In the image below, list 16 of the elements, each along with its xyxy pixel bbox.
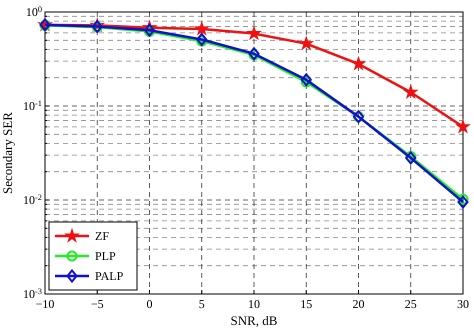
x-tick-label: 20	[352, 297, 364, 311]
legend-label: ZF	[95, 229, 110, 243]
x-tick-label: 0	[146, 297, 152, 311]
x-tick-label: −5	[90, 297, 104, 311]
y-tick-label: 10$^{0}$	[26, 4, 42, 19]
x-tick-label: 25	[404, 297, 417, 311]
y-tick-label: 10$^{-1}$	[23, 98, 42, 113]
legend-label: PLP	[95, 249, 116, 263]
y-axis-title: Secondary SER	[0, 112, 15, 194]
legend-label: PALP	[95, 269, 124, 283]
x-tick-label: 10	[248, 297, 260, 311]
x-tick-label: 30	[457, 297, 469, 311]
x-tick-label: 15	[300, 297, 312, 311]
y-tick-label: 10$^{-2}$	[23, 192, 42, 207]
x-tick-label: 5	[198, 297, 205, 311]
x-axis-title: SNR, dB	[230, 313, 278, 328]
